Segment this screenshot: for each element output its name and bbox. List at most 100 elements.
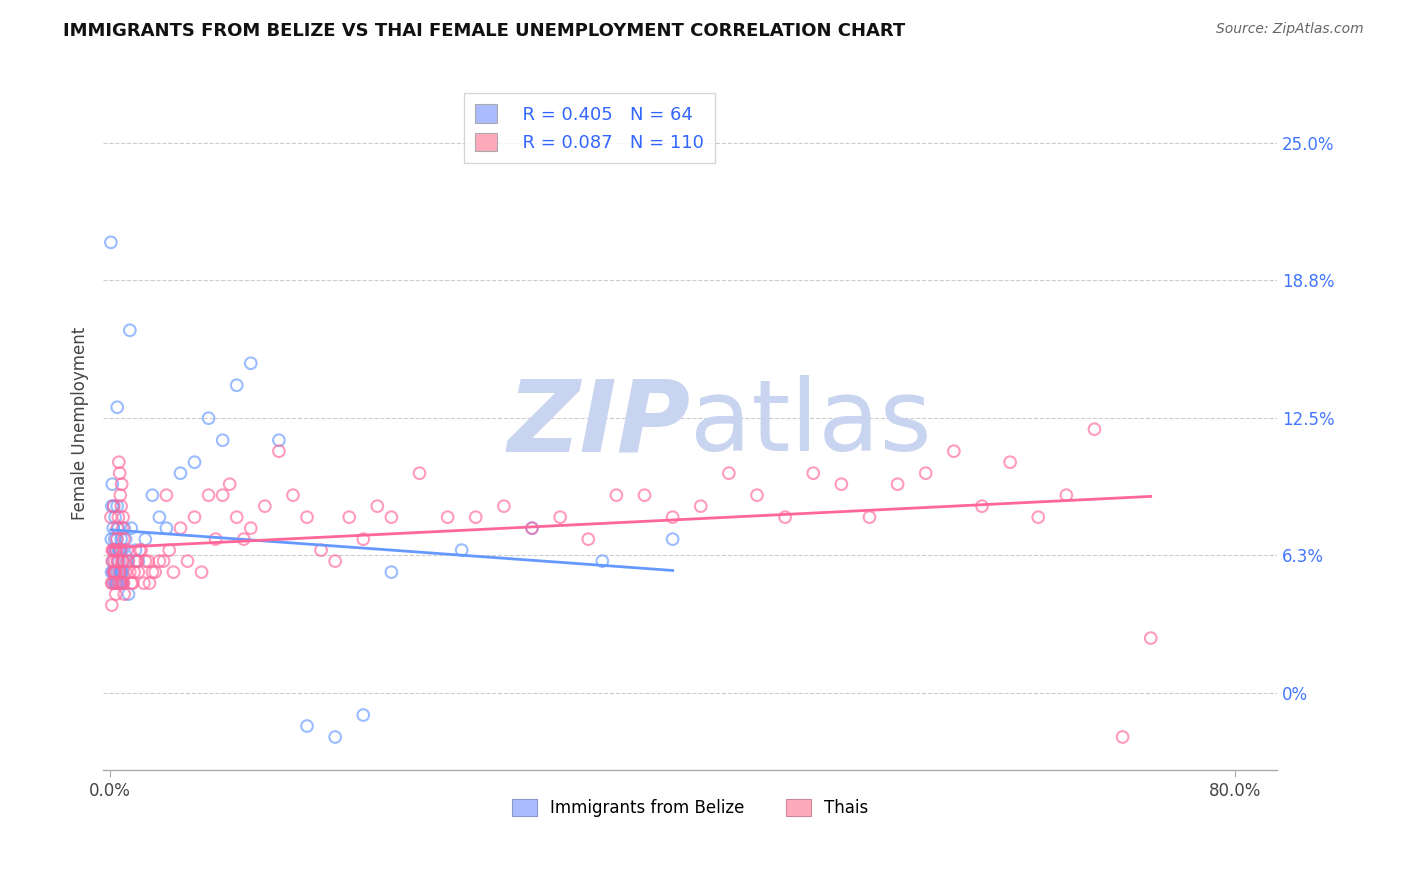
Point bbox=[183, 455, 205, 469]
Point bbox=[101, 554, 124, 568]
Point bbox=[152, 554, 174, 568]
Point bbox=[148, 554, 170, 568]
Point bbox=[689, 499, 711, 513]
Point bbox=[591, 554, 613, 568]
Point bbox=[100, 235, 122, 250]
Point bbox=[352, 532, 374, 546]
Point bbox=[118, 565, 141, 579]
Point bbox=[323, 554, 346, 568]
Point bbox=[103, 499, 125, 513]
Point bbox=[115, 543, 138, 558]
Point bbox=[117, 587, 139, 601]
Point bbox=[211, 434, 233, 448]
Point bbox=[717, 466, 740, 480]
Point bbox=[253, 499, 276, 513]
Point bbox=[162, 565, 184, 579]
Point bbox=[136, 554, 159, 568]
Point bbox=[998, 455, 1021, 469]
Point bbox=[127, 565, 149, 579]
Text: IMMIGRANTS FROM BELIZE VS THAI FEMALE UNEMPLOYMENT CORRELATION CHART: IMMIGRANTS FROM BELIZE VS THAI FEMALE UN… bbox=[63, 22, 905, 40]
Point bbox=[104, 510, 127, 524]
Point bbox=[114, 532, 136, 546]
Point bbox=[110, 543, 132, 558]
Point bbox=[103, 565, 125, 579]
Point bbox=[155, 488, 177, 502]
Point bbox=[225, 510, 247, 524]
Point bbox=[100, 532, 122, 546]
Point bbox=[112, 554, 135, 568]
Point bbox=[108, 543, 131, 558]
Point bbox=[111, 565, 134, 579]
Point bbox=[101, 576, 124, 591]
Point bbox=[107, 576, 129, 591]
Point bbox=[105, 576, 128, 591]
Point bbox=[801, 466, 824, 480]
Point bbox=[520, 521, 543, 535]
Point bbox=[125, 554, 148, 568]
Point bbox=[464, 510, 486, 524]
Point bbox=[105, 532, 128, 546]
Point bbox=[107, 554, 129, 568]
Point bbox=[239, 356, 262, 370]
Point bbox=[104, 543, 127, 558]
Point bbox=[218, 477, 240, 491]
Point bbox=[773, 510, 796, 524]
Point bbox=[295, 510, 318, 524]
Point bbox=[295, 719, 318, 733]
Point bbox=[114, 565, 136, 579]
Point bbox=[267, 434, 290, 448]
Point bbox=[633, 488, 655, 502]
Point bbox=[105, 521, 128, 535]
Point bbox=[103, 521, 125, 535]
Point bbox=[661, 532, 683, 546]
Point bbox=[492, 499, 515, 513]
Text: atlas: atlas bbox=[690, 376, 932, 472]
Point bbox=[450, 543, 472, 558]
Point bbox=[352, 708, 374, 723]
Point bbox=[104, 587, 127, 601]
Point bbox=[107, 565, 129, 579]
Point bbox=[380, 510, 402, 524]
Point bbox=[104, 532, 127, 546]
Point bbox=[103, 543, 125, 558]
Point bbox=[204, 532, 226, 546]
Point bbox=[128, 543, 150, 558]
Point bbox=[197, 411, 219, 425]
Point bbox=[141, 488, 163, 502]
Point bbox=[436, 510, 458, 524]
Point bbox=[112, 587, 135, 601]
Point bbox=[176, 554, 198, 568]
Point bbox=[108, 576, 131, 591]
Point bbox=[1026, 510, 1049, 524]
Point bbox=[366, 499, 388, 513]
Point bbox=[111, 521, 134, 535]
Point bbox=[110, 499, 132, 513]
Point bbox=[183, 510, 205, 524]
Legend: Immigrants from Belize, Thais: Immigrants from Belize, Thais bbox=[505, 792, 876, 824]
Point bbox=[108, 455, 131, 469]
Point bbox=[103, 565, 125, 579]
Point bbox=[520, 521, 543, 535]
Point bbox=[267, 444, 290, 458]
Point bbox=[101, 543, 124, 558]
Y-axis label: Female Unemployment: Female Unemployment bbox=[72, 327, 89, 520]
Point bbox=[169, 521, 191, 535]
Point bbox=[232, 532, 254, 546]
Point bbox=[169, 466, 191, 480]
Point bbox=[121, 576, 143, 591]
Point bbox=[111, 576, 134, 591]
Text: ZIP: ZIP bbox=[508, 376, 690, 472]
Point bbox=[108, 565, 131, 579]
Point bbox=[110, 565, 132, 579]
Point bbox=[108, 554, 131, 568]
Point bbox=[323, 730, 346, 744]
Point bbox=[124, 554, 146, 568]
Point bbox=[110, 554, 132, 568]
Point bbox=[105, 565, 128, 579]
Point bbox=[112, 521, 135, 535]
Point bbox=[110, 488, 132, 502]
Point bbox=[100, 576, 122, 591]
Point bbox=[107, 554, 129, 568]
Point bbox=[239, 521, 262, 535]
Point bbox=[100, 565, 122, 579]
